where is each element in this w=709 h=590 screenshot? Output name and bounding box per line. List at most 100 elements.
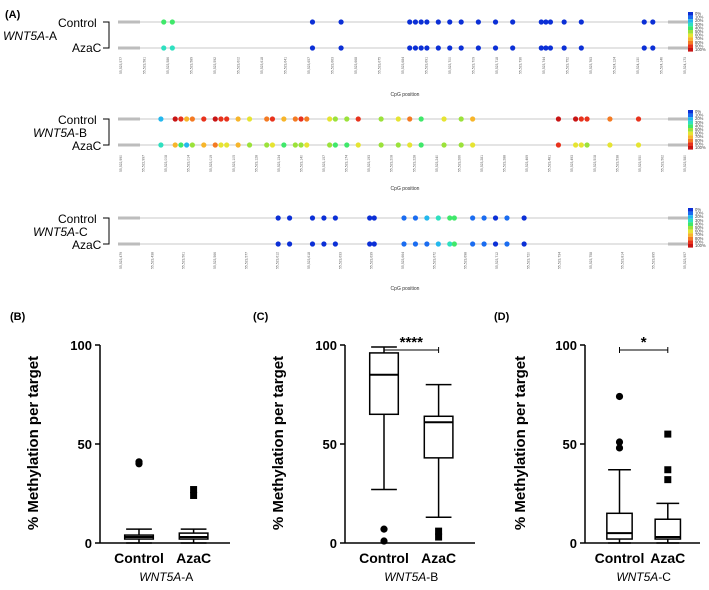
category-label: AzaC — [421, 550, 456, 566]
legend-swatch — [688, 208, 693, 212]
legend-swatch — [688, 40, 693, 45]
cpg-dot-azac — [635, 142, 642, 148]
cpg-tick-label: 55,523,550 — [638, 155, 642, 172]
cpg-dot-azac — [458, 142, 464, 148]
cpg-dot-control — [407, 19, 413, 25]
cpg-tick-label: 55,523,586 — [166, 57, 170, 74]
legend-swatch — [688, 19, 693, 23]
cpg-dot-azac — [447, 45, 453, 51]
legend-level: 60% — [695, 229, 704, 234]
y-axis-title: % Methylation per target — [25, 356, 42, 530]
legend-level: 0% — [695, 109, 701, 114]
legend-level: 20% — [695, 116, 704, 121]
cpg-dot-control — [470, 116, 476, 122]
legend-level: 50% — [695, 225, 704, 230]
legend-level: 100% — [695, 47, 706, 52]
cpg-dot-azac — [281, 142, 287, 148]
category-label: Control — [114, 550, 164, 566]
outlier-circle — [615, 438, 624, 446]
legend-swatch — [688, 226, 693, 230]
panel-letter-a: (A) — [5, 9, 21, 21]
y-tick-label: 0 — [570, 536, 577, 551]
y-tick-label: 0 — [85, 536, 92, 551]
cpg-dot-azac — [264, 142, 270, 148]
cpg-dot-control — [158, 116, 164, 122]
panel-letter-c: (C) — [253, 311, 269, 323]
legend-swatch — [688, 211, 693, 216]
cpg-dot-control — [235, 116, 241, 122]
x-gene-name: WNT5A — [384, 570, 426, 584]
cpg-dot-control — [521, 215, 527, 221]
cpg-dot-azac — [547, 45, 554, 51]
outlier-circle — [615, 392, 624, 401]
cpg-tick-label: 55,523,469 — [525, 155, 529, 172]
cpg-dot-azac — [418, 142, 424, 148]
outlier-square — [190, 491, 198, 499]
cpg-tick-label: 55,523,718 — [495, 57, 499, 74]
cpg-tick-label: 55,523,618 — [260, 57, 264, 74]
boxplot-wnt5a-a: 0 50 100 % Methylation per target Control Aza… — [25, 338, 230, 584]
cpg-tick-label: 55,523,698 — [464, 252, 468, 269]
legend-swatch — [688, 48, 693, 52]
cpg-tick-label: 55,523,508 — [593, 155, 597, 172]
legend-level: 80% — [695, 40, 704, 45]
cpg-dot-azac — [298, 142, 304, 148]
cpg-dot-control — [395, 116, 401, 122]
cpg-tick-label: 55,523,140 — [299, 155, 303, 172]
cpg-dot-control — [418, 19, 424, 25]
legend-swatch — [688, 44, 693, 48]
cpg-dot-azac — [287, 241, 293, 247]
legend-level: 10% — [695, 15, 704, 20]
cpg-tick-label: 55,523,736 — [519, 57, 523, 74]
cpg-dot-control — [281, 116, 287, 122]
legend-level: 70% — [695, 134, 704, 139]
cpg-dot-control — [418, 116, 424, 122]
cpg-tick-label: 55,523,758 — [589, 252, 593, 269]
cpg-dot-azac — [321, 241, 327, 247]
cpg-dot-azac — [435, 241, 441, 247]
cpg-tick-label: 55,522,997 — [142, 155, 146, 172]
legend-level: 80% — [695, 138, 704, 143]
outlier-square — [664, 466, 672, 474]
outlier-square — [435, 533, 443, 541]
cpg-dot-azac — [172, 142, 178, 148]
cpg-tick-label: 55,523,709 — [472, 57, 476, 74]
cpg-tick-label: 55,523,592 — [213, 57, 217, 74]
category-label: AzaC — [176, 550, 211, 566]
y-tick-label: 0 — [330, 536, 337, 551]
cpg-dot-azac — [407, 45, 413, 51]
cpg-dot-azac — [447, 241, 453, 247]
cpg-dot-control — [424, 19, 430, 25]
cpg-tick-label: 55,523,577 — [119, 57, 123, 74]
cpg-tick-label: 55,522,990 — [119, 155, 123, 172]
cpg-dot-control — [538, 19, 544, 25]
x-gene-suffix: -C — [658, 570, 671, 584]
legend-level: 90% — [695, 239, 704, 244]
cpg-dot-azac — [451, 241, 457, 247]
legend-level: 40% — [695, 221, 704, 226]
cpg-dot-azac — [401, 241, 407, 247]
cpg-dot-control — [169, 19, 175, 25]
cpg-tick-label: 55,523,691 — [425, 57, 429, 74]
cpg-tick-label: 55,523,105 — [232, 155, 236, 172]
cpg-tick-label: 55,523,744 — [542, 57, 546, 74]
cpg-dot-azac — [304, 142, 310, 148]
panel-letter-d: (D) — [494, 311, 510, 323]
x-gene-name: WNT5A — [616, 570, 658, 584]
cpg-tick-label: 55,523,019 — [209, 155, 213, 172]
cpg-dot-control — [309, 215, 316, 221]
category-label: AzaC — [650, 550, 685, 566]
cpg-dot-azac — [418, 45, 424, 51]
cpg-tick-label: 55,523,566 — [213, 252, 217, 269]
legend-level: 0% — [695, 207, 701, 212]
legend-swatch — [688, 142, 693, 146]
row-label-control: Control — [58, 16, 97, 30]
category-label: Control — [595, 550, 645, 566]
cpg-dot-control — [401, 215, 407, 221]
cpg-tick-label: 55,523,581 — [143, 57, 147, 74]
cpg-tick-label: 55,523,712 — [495, 252, 499, 269]
cpg-dot-azac — [201, 142, 207, 148]
cpg-dot-azac — [555, 142, 562, 148]
outlier-square — [190, 486, 198, 494]
legend-level: 20% — [695, 18, 704, 23]
